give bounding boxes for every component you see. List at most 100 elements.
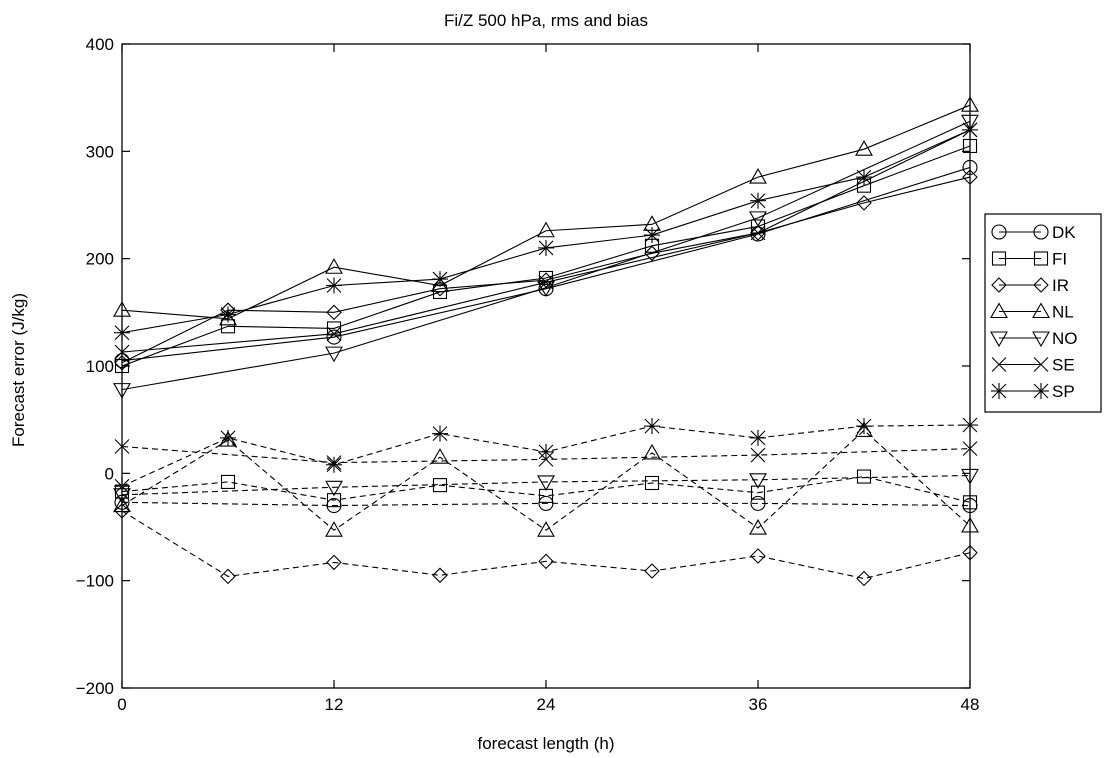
- legend-label: SE: [1052, 356, 1075, 375]
- series-fi-bias-point: [856, 469, 872, 484]
- series-ir-bias-point: [432, 567, 448, 584]
- series-sp-bias-point: [114, 478, 130, 495]
- legend-label: IR: [1052, 276, 1069, 295]
- series-no-rms-point: [961, 114, 979, 131]
- legend-item-se: SE: [991, 356, 1075, 375]
- x-axis-title: forecast length (h): [477, 734, 614, 753]
- series-ir-rms-point: [114, 355, 130, 371]
- y-tick-label: 0: [105, 464, 114, 483]
- y-tick-label: −100: [76, 572, 114, 591]
- series-sp: [114, 121, 978, 495]
- series-sp-rms-point: [962, 121, 978, 138]
- y-tick-label: 200: [86, 250, 114, 269]
- x-tick-label: 36: [749, 695, 768, 714]
- series-no-rms-point: [113, 383, 131, 399]
- series-nl-rms-point: [431, 276, 449, 293]
- series-no-bias-line: [121, 474, 971, 496]
- legend-item-fi: FI: [991, 250, 1067, 269]
- series-ir-bias-point: [856, 570, 872, 587]
- series-ir-bias-point: [326, 554, 342, 571]
- legend-marker: [991, 251, 1007, 266]
- series-sp-rms-point: [220, 306, 236, 323]
- series-no-rms-point: [749, 211, 767, 227]
- series-dk-rms-line: [121, 166, 971, 362]
- legend-marker: [1033, 357, 1049, 372]
- legend-marker: [1032, 331, 1050, 348]
- series-sp-rms-point: [114, 324, 130, 341]
- series-nl-bias-point: [325, 521, 343, 537]
- x-tick-label: 24: [537, 695, 556, 714]
- series-nl-rms-point: [537, 221, 555, 238]
- y-axis: −200 −100 0 100 200 300 400: [76, 35, 970, 698]
- legend-marker: [990, 302, 1008, 319]
- series-sp-bias-point: [538, 443, 554, 460]
- series-se-bias-point: [962, 441, 978, 457]
- series-fi-bias-point: [644, 475, 660, 491]
- series-no-rms-point: [325, 346, 343, 363]
- legend-marker: [1033, 383, 1049, 399]
- plot-area: [121, 43, 971, 689]
- series-ir-bias-point: [114, 503, 130, 519]
- series-nl-rms-point: [113, 301, 131, 317]
- series-fi-bias-point: [326, 493, 342, 508]
- series-fi-bias-line: [121, 475, 971, 503]
- legend-box: [984, 213, 1102, 413]
- series-ir-bias-line: [121, 510, 971, 580]
- series-se-rms-point: [326, 326, 342, 342]
- series-nl-bias-line: [121, 429, 971, 531]
- series-se-rms-point: [750, 225, 766, 241]
- legend-label: SP: [1052, 382, 1075, 401]
- series-sp-bias-point: [432, 425, 448, 442]
- series-nl-bias-point: [431, 448, 449, 464]
- legend-marker: [1032, 302, 1050, 319]
- y-axis-title: Forecast error (J/kg): [9, 293, 28, 447]
- series-ir-bias-point: [962, 544, 978, 561]
- series-nl-rms-line: [121, 104, 971, 320]
- series-sp-rms-point: [644, 227, 660, 244]
- legend-item-sp: SP: [991, 382, 1075, 401]
- legend-marker: [990, 331, 1008, 348]
- chart-title: Fi/Z 500 hPa, rms and bias: [444, 11, 648, 30]
- series-dk-bias-line: [121, 501, 971, 507]
- y-tick-label: 300: [86, 142, 114, 161]
- series-sp-rms-point: [856, 169, 872, 186]
- legend-label: NL: [1052, 303, 1074, 322]
- series-se-bias-point: [114, 439, 130, 454]
- legend-marker: [1033, 277, 1049, 293]
- x-tick-label: 0: [117, 695, 126, 714]
- series-dk-rms-point: [326, 329, 342, 345]
- series-sp-bias-point: [962, 417, 978, 434]
- series-nl-bias-point: [113, 496, 131, 513]
- legend-marker: [991, 277, 1007, 293]
- series-fi-bias-point: [962, 495, 978, 510]
- legend-item-nl: NL: [990, 302, 1074, 322]
- series-nl-rms-point: [855, 140, 873, 156]
- y-tick-label: 100: [86, 357, 114, 376]
- series-nl-rms-point: [325, 258, 343, 274]
- series-sp-bias-point: [750, 429, 766, 446]
- y-tick-label: −200: [76, 679, 114, 698]
- x-tick-label: 12: [325, 695, 344, 714]
- series-se-rms-point: [538, 274, 554, 290]
- series-dk-bias-point: [750, 495, 766, 511]
- series-nl-bias-point: [537, 521, 555, 537]
- series-nl-bias-point: [749, 518, 767, 535]
- series-ir-rms-line: [121, 176, 971, 364]
- series-sp-bias-point: [856, 418, 872, 435]
- series-ir-bias-point: [538, 553, 554, 570]
- series-dk-bias-point: [538, 495, 554, 511]
- legend-marker: [1033, 224, 1049, 240]
- legend: DK FI IR NL NO SE SP: [984, 213, 1102, 413]
- series-sp-bias-point: [644, 418, 660, 435]
- series-sp-bias-point: [326, 456, 342, 473]
- legend-item-dk: DK: [991, 223, 1076, 242]
- series-ir-rms-point: [962, 169, 978, 185]
- legend-label: FI: [1052, 250, 1067, 269]
- series-dk-bias-point: [114, 494, 130, 510]
- series-ir-rms-point: [326, 304, 342, 321]
- series-layer: [113, 96, 979, 587]
- series-ir-bias-point: [750, 548, 766, 564]
- legend-label: NO: [1052, 329, 1078, 348]
- series-se-bias-point: [750, 447, 766, 463]
